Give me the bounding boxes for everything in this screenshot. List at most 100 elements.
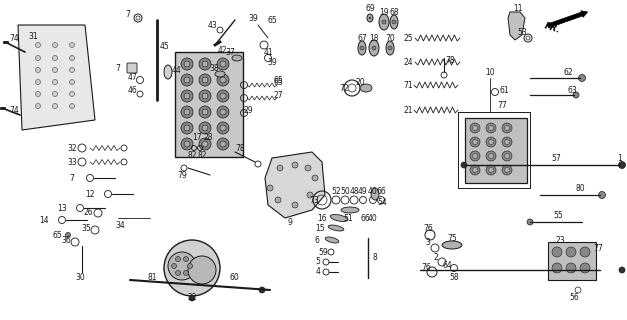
Circle shape — [181, 106, 193, 118]
Circle shape — [36, 103, 41, 108]
Text: 57: 57 — [551, 154, 561, 163]
Text: 74: 74 — [9, 106, 19, 115]
Text: 7: 7 — [70, 173, 75, 182]
Circle shape — [184, 141, 190, 147]
Circle shape — [488, 154, 493, 158]
Text: 43: 43 — [208, 20, 218, 29]
Circle shape — [202, 61, 208, 67]
Text: 21: 21 — [403, 106, 413, 115]
Circle shape — [488, 167, 493, 172]
Text: 55: 55 — [553, 211, 563, 220]
Circle shape — [199, 138, 211, 150]
Circle shape — [184, 109, 190, 115]
FancyArrow shape — [547, 11, 587, 28]
Text: 42: 42 — [217, 45, 227, 54]
Text: 15: 15 — [315, 223, 325, 233]
Circle shape — [181, 122, 193, 134]
Text: 25: 25 — [403, 34, 413, 43]
Text: 3: 3 — [426, 237, 431, 246]
Text: 65: 65 — [273, 77, 283, 86]
Text: 54: 54 — [377, 197, 387, 206]
Circle shape — [202, 141, 208, 147]
Circle shape — [392, 20, 396, 24]
Text: 40: 40 — [368, 213, 378, 222]
Circle shape — [164, 240, 220, 296]
Circle shape — [470, 123, 480, 133]
Text: 45: 45 — [160, 42, 170, 51]
Text: 40: 40 — [368, 187, 378, 196]
Circle shape — [275, 197, 281, 203]
Text: 11: 11 — [514, 4, 523, 12]
Ellipse shape — [390, 15, 398, 29]
Text: 59: 59 — [318, 247, 328, 257]
Text: 66: 66 — [376, 187, 386, 196]
Circle shape — [305, 165, 311, 171]
Circle shape — [70, 55, 75, 60]
Text: 78: 78 — [235, 143, 245, 153]
Text: 28: 28 — [203, 132, 213, 141]
FancyBboxPatch shape — [127, 63, 137, 73]
Text: 19: 19 — [379, 7, 389, 17]
Circle shape — [580, 263, 590, 273]
Text: 67: 67 — [357, 34, 367, 43]
Circle shape — [188, 256, 216, 284]
Ellipse shape — [367, 14, 373, 22]
Circle shape — [292, 162, 298, 168]
Text: 79: 79 — [177, 171, 187, 180]
Circle shape — [312, 175, 318, 181]
Circle shape — [486, 151, 496, 161]
Ellipse shape — [325, 237, 339, 243]
Text: 34: 34 — [115, 220, 125, 229]
Polygon shape — [508, 12, 525, 40]
Text: 68: 68 — [389, 7, 399, 17]
Circle shape — [217, 58, 229, 70]
Circle shape — [505, 154, 510, 158]
Text: 48: 48 — [349, 187, 359, 196]
Circle shape — [217, 74, 229, 86]
Text: 30: 30 — [75, 274, 85, 283]
Circle shape — [220, 93, 226, 99]
Text: 18: 18 — [369, 34, 379, 43]
Circle shape — [470, 137, 480, 147]
Circle shape — [552, 247, 562, 257]
Text: 6: 6 — [315, 236, 319, 244]
Text: 2: 2 — [434, 253, 438, 262]
Ellipse shape — [358, 41, 366, 55]
Text: 35: 35 — [81, 223, 91, 233]
Circle shape — [527, 219, 533, 225]
Circle shape — [552, 263, 562, 273]
Circle shape — [573, 92, 579, 98]
Circle shape — [502, 123, 512, 133]
Text: 5: 5 — [315, 258, 320, 267]
Text: 31: 31 — [28, 31, 38, 41]
Circle shape — [70, 68, 75, 73]
Ellipse shape — [176, 257, 181, 261]
Text: 60: 60 — [229, 274, 239, 283]
Circle shape — [217, 90, 229, 102]
Text: 49: 49 — [358, 187, 368, 196]
Circle shape — [473, 154, 478, 158]
Circle shape — [579, 75, 586, 82]
Text: 76: 76 — [421, 263, 431, 273]
Text: 22: 22 — [187, 293, 197, 302]
Bar — [548, 242, 596, 280]
Circle shape — [502, 151, 512, 161]
Text: 8: 8 — [372, 253, 377, 262]
Circle shape — [184, 125, 190, 131]
Text: 37: 37 — [225, 47, 235, 57]
Circle shape — [53, 92, 58, 97]
Circle shape — [599, 191, 606, 198]
Circle shape — [36, 43, 41, 47]
Text: 33: 33 — [67, 157, 77, 166]
Circle shape — [199, 58, 211, 70]
Text: 78: 78 — [445, 55, 455, 65]
Text: 20: 20 — [355, 77, 365, 86]
Circle shape — [220, 141, 226, 147]
Ellipse shape — [360, 84, 372, 92]
Circle shape — [360, 46, 364, 50]
Text: 81: 81 — [147, 274, 157, 283]
Circle shape — [70, 43, 75, 47]
Text: 26: 26 — [83, 207, 93, 217]
Circle shape — [36, 68, 41, 73]
Ellipse shape — [187, 263, 192, 268]
